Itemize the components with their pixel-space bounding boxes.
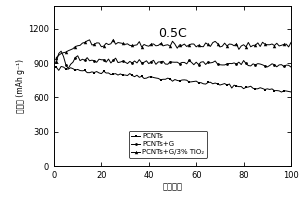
PCNTs+G/3% TiO₂ <box>280 44 283 46</box>
PCNTs+G <box>59 50 63 52</box>
PCNTs+G <box>66 67 70 70</box>
PCNTs+G <box>114 57 117 59</box>
Line: PCNTs+G/3% TiO₂: PCNTs+G/3% TiO₂ <box>55 38 293 59</box>
PCNTs+G/3% TiO₂ <box>112 39 115 41</box>
PCNTs <box>273 89 276 92</box>
Line: PCNTs+G: PCNTs+G <box>55 50 292 70</box>
PCNTs+G/3% TiO₂ <box>289 41 293 44</box>
PCNTs+G <box>180 61 184 64</box>
PCNTs <box>282 90 286 92</box>
PCNTs <box>102 70 106 72</box>
PCNTs+G/3% TiO₂ <box>109 43 113 45</box>
PCNTs <box>59 65 63 68</box>
X-axis label: 循环圈数: 循环圈数 <box>163 183 182 192</box>
PCNTs+G/3% TiO₂ <box>55 56 58 59</box>
PCNTs+G/3% TiO₂ <box>178 44 181 46</box>
PCNTs+G <box>289 66 293 68</box>
PCNTs <box>112 73 115 75</box>
PCNTs <box>289 91 293 93</box>
PCNTs+G <box>104 61 108 63</box>
PCNTs <box>55 66 58 68</box>
PCNTs <box>197 81 200 84</box>
PCNTs <box>280 91 283 93</box>
Line: PCNTs: PCNTs <box>55 65 292 93</box>
PCNTs+G <box>55 60 58 63</box>
PCNTs+G/3% TiO₂ <box>197 44 200 46</box>
Text: 0.5C: 0.5C <box>158 27 187 40</box>
PCNTs+G/3% TiO₂ <box>100 46 103 48</box>
PCNTs+G <box>199 61 203 63</box>
PCNTs+G <box>275 66 279 68</box>
PCNTs+G/3% TiO₂ <box>273 44 276 47</box>
PCNTs <box>178 80 181 82</box>
Y-axis label: 比容量 (mAh g⁻¹): 比容量 (mAh g⁻¹) <box>16 59 26 113</box>
Legend: PCNTs, PCNTs+G, PCNTs+G/3% TiO₂: PCNTs, PCNTs+G, PCNTs+G/3% TiO₂ <box>129 131 207 158</box>
PCNTs+G <box>282 65 286 68</box>
